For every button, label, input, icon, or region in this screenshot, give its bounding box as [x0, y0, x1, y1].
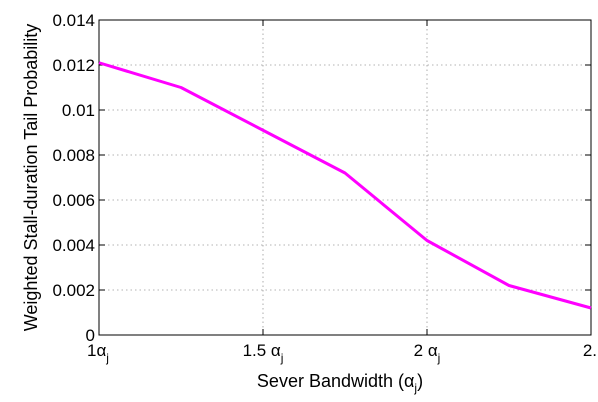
y-tick-label: 0	[86, 326, 95, 345]
x-tick-greek: α	[266, 341, 281, 360]
grid	[99, 20, 591, 335]
x-tick-number: 1	[87, 341, 96, 360]
x-axis-title-sub: j	[413, 381, 417, 395]
x-tick-label: 1.5 αj	[243, 341, 284, 365]
x-axis-title: Sever Bandwidth (αj)	[257, 371, 423, 395]
x-tick-number: 1.5	[243, 341, 267, 360]
y-axis-ticks: 0 0.002 0.004 0.006 0.008 0.01 0.012 0.014	[52, 11, 591, 345]
x-axis-title-close: )	[417, 371, 423, 391]
x-tick-greek: α	[96, 341, 106, 360]
y-tick-label: 0.012	[52, 56, 95, 75]
x-tick-number: 2	[414, 341, 423, 360]
y-tick-label: 0.006	[52, 191, 95, 210]
y-tick-label: 0.01	[62, 101, 95, 120]
x-tick-sub: j	[280, 351, 284, 365]
x-tick-number: 2.	[583, 341, 597, 360]
x-tick-sub: j	[437, 351, 441, 365]
x-tick-greek: α	[423, 341, 438, 360]
y-tick-label: 0.004	[52, 236, 95, 255]
y-tick-label: 0.008	[52, 146, 95, 165]
x-tick-sub: j	[105, 351, 109, 365]
y-tick-label: 0.014	[52, 11, 95, 30]
series-line	[98, 61, 592, 310]
x-axis-title-text: Sever Bandwidth (	[257, 371, 404, 391]
x-axis-ticks: 1αj 1.5 αj 2 αj 2.	[87, 20, 597, 365]
x-tick-label: 1αj	[87, 341, 109, 365]
y-tick-label: 0.002	[52, 281, 95, 300]
x-tick-label: 2.	[583, 341, 597, 360]
series-layer	[98, 61, 592, 310]
plot-frame	[98, 19, 592, 336]
y-axis-title: Weighted Stall-duration Tail Probability	[21, 24, 41, 332]
x-axis-title-greek: α	[404, 371, 414, 391]
x-tick-label: 2 αj	[414, 341, 441, 365]
